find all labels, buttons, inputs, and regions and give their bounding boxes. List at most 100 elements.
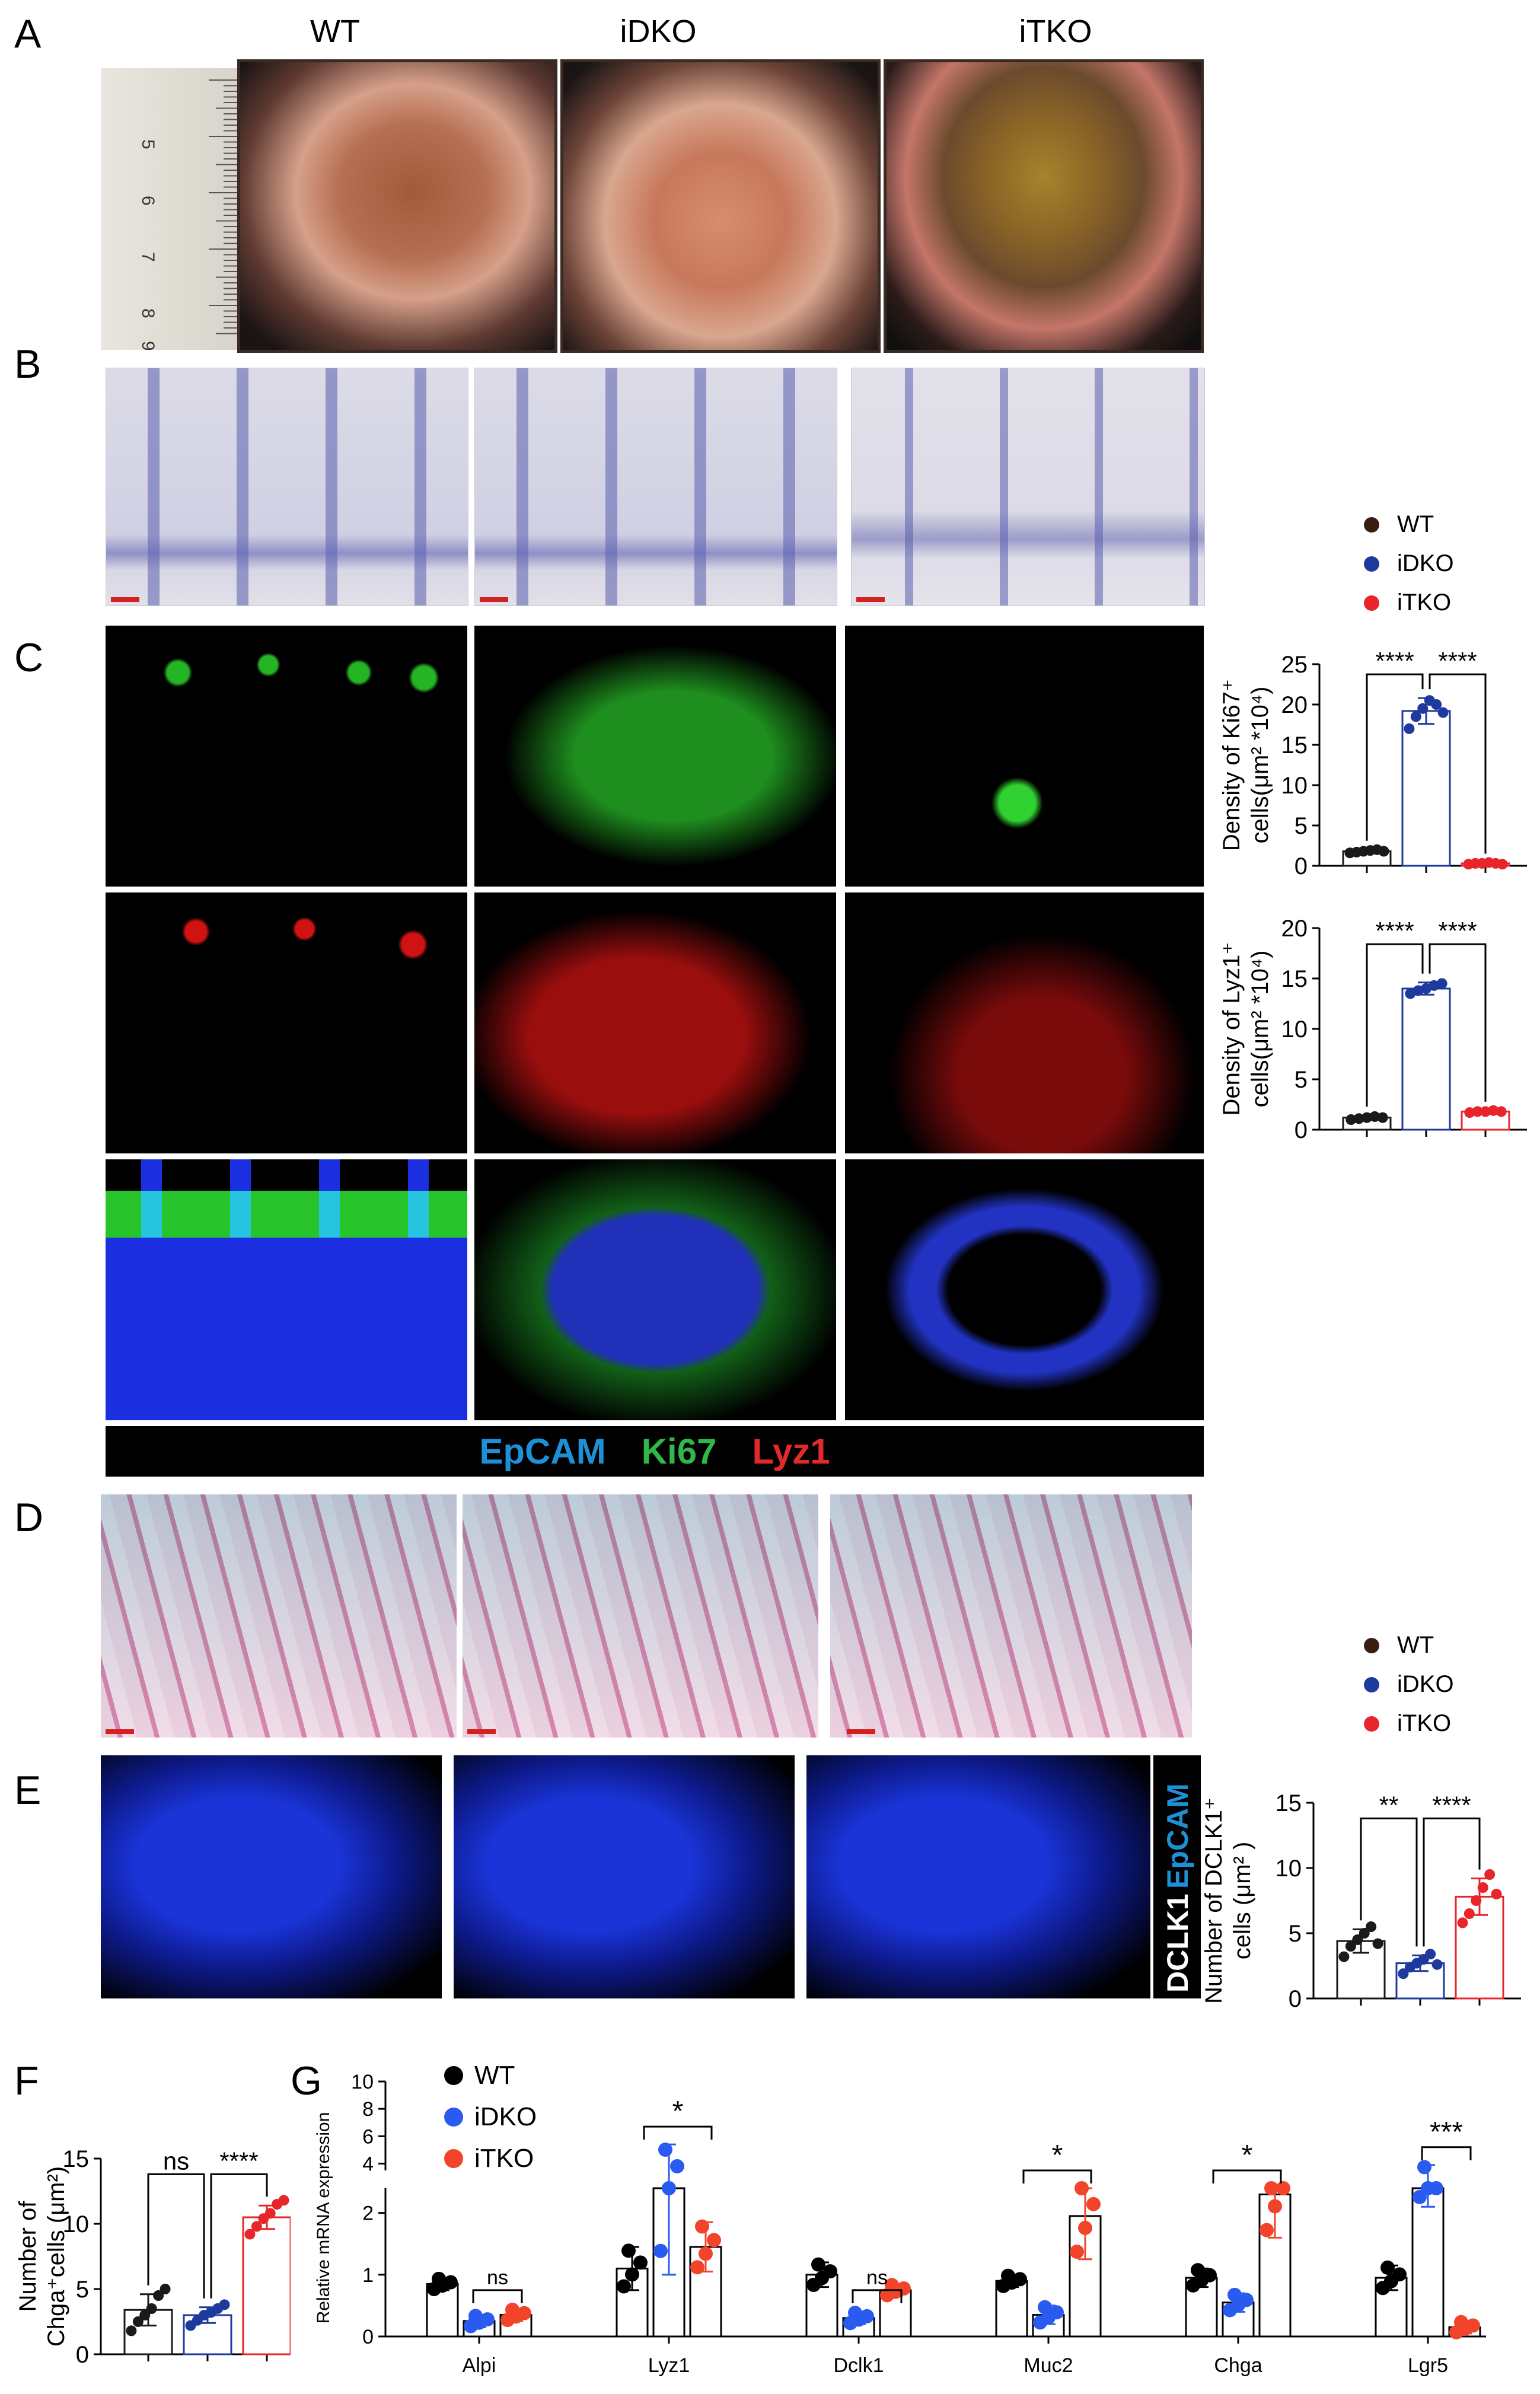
ruler-mark-7: 7 xyxy=(138,252,158,262)
epcam-label: EpCAM xyxy=(1161,1783,1194,1889)
legend-label: iTKO xyxy=(1397,1710,1452,1736)
data-point xyxy=(1239,2293,1254,2307)
significance-label: **** xyxy=(1432,1791,1471,1819)
data-point xyxy=(823,2264,837,2279)
data-point xyxy=(1276,2181,1290,2195)
category-label: Lyz1 xyxy=(648,2354,690,2377)
data-point xyxy=(517,2306,531,2320)
data-point xyxy=(1417,2160,1431,2175)
data-point xyxy=(1070,2245,1084,2259)
y-tick-label: 0 xyxy=(1289,1986,1302,2012)
data-point xyxy=(219,2299,230,2310)
ab-pas-image-wt xyxy=(101,1494,457,1738)
scale-bar xyxy=(111,597,139,602)
legend-item: iDKO xyxy=(1364,550,1454,577)
ruler-mark-5: 5 xyxy=(138,139,158,149)
ab-pas-image-idko xyxy=(463,1494,818,1738)
data-point xyxy=(1038,2300,1052,2315)
data-point xyxy=(278,2195,289,2206)
data-point xyxy=(653,2243,668,2258)
y-tick-label: 10 xyxy=(351,2071,374,2093)
y-axis-label: cells (μm² ) xyxy=(1229,1842,1255,1960)
dclk1-image-idko xyxy=(454,1755,795,1998)
y-tick-label: 10 xyxy=(1281,1016,1308,1043)
data-point xyxy=(1050,2305,1064,2320)
significance-bracket xyxy=(1022,2169,1092,2183)
data-point xyxy=(1353,1113,1364,1124)
ki67-image-itko xyxy=(845,626,1204,887)
data-point xyxy=(658,2143,672,2157)
data-point xyxy=(1345,1114,1357,1125)
data-point xyxy=(251,2221,262,2232)
data-point xyxy=(1425,1949,1436,1960)
data-point xyxy=(1417,703,1429,714)
data-point xyxy=(139,2310,151,2320)
dclk1-label: DCLK1 xyxy=(1161,1893,1194,1993)
data-point xyxy=(848,2306,862,2320)
data-point xyxy=(1338,1951,1350,1962)
data-point xyxy=(695,2219,709,2234)
category-label: Chga xyxy=(1214,2354,1262,2377)
gross-photo-wt xyxy=(237,59,557,353)
legend-dot xyxy=(444,2066,463,2085)
data-point xyxy=(670,2159,684,2173)
group-label-itko: iTKO xyxy=(1019,14,1092,49)
data-point xyxy=(1429,2181,1443,2195)
panel-letter-d: D xyxy=(14,1495,44,1540)
scale-bar xyxy=(847,1729,875,1734)
dclk1-image-wt xyxy=(101,1755,442,1998)
category-label: Lgr5 xyxy=(1408,2354,1448,2377)
bar-idko xyxy=(1411,2187,1445,2338)
significance-label: **** xyxy=(1438,647,1477,675)
data-point xyxy=(662,2181,676,2195)
data-point xyxy=(432,2271,446,2286)
data-point xyxy=(1078,2220,1092,2235)
data-point xyxy=(1464,1908,1475,1919)
y-tick-label: 25 xyxy=(1281,652,1308,678)
data-point xyxy=(1471,1895,1482,1906)
y-axis-label: Density of Lyz1⁺ xyxy=(1222,942,1245,1115)
panel-letter-c: C xyxy=(14,635,44,680)
data-point xyxy=(1268,2199,1282,2214)
category-label: Dclk1 xyxy=(833,2354,884,2377)
y-axis-label: cells(μm² *10⁴) xyxy=(1247,951,1273,1108)
significance-bracket xyxy=(1429,673,1487,854)
legend-label: iTKO xyxy=(474,2144,534,2173)
data-point xyxy=(699,2246,713,2261)
merge-image-idko xyxy=(474,1159,836,1420)
significance-label: ns xyxy=(487,2267,508,2289)
merge-image-itko xyxy=(845,1159,1204,1420)
data-point xyxy=(1466,2318,1480,2333)
data-point xyxy=(1378,846,1389,857)
merge-image-wt xyxy=(106,1159,467,1420)
data-point xyxy=(1362,1112,1372,1123)
significance-bracket xyxy=(1429,943,1487,1102)
ki67-image-wt xyxy=(106,626,467,887)
lyz1-image-itko xyxy=(845,892,1204,1153)
legend-item: iDKO xyxy=(1364,1671,1454,1698)
data-point xyxy=(1359,1928,1370,1939)
data-point xyxy=(1484,1869,1496,1880)
he-image-idko xyxy=(474,368,837,606)
significance-bracket xyxy=(1421,2146,1472,2160)
y-tick-label: 10 xyxy=(63,2211,90,2237)
stain-label-epcam: EpCAM xyxy=(479,1432,606,1471)
legend-item: iTKO xyxy=(1364,589,1451,616)
significance-label: * xyxy=(672,2096,684,2127)
legend-item: WT xyxy=(1364,1632,1434,1659)
gross-photo-idko xyxy=(560,59,881,353)
y-axis-label: Density of Ki67⁺ xyxy=(1222,679,1245,851)
data-point xyxy=(1380,2260,1395,2275)
data-point xyxy=(1013,2272,1027,2287)
data-point xyxy=(480,2312,495,2327)
y-tick-label: 0 xyxy=(1295,853,1308,878)
significance-bracket xyxy=(1366,943,1424,1107)
data-point xyxy=(1392,2267,1407,2282)
significance-label: **** xyxy=(1438,917,1477,945)
category-label: Muc2 xyxy=(1024,2354,1073,2377)
y-axis-label: Number of xyxy=(15,2201,41,2312)
data-point xyxy=(1377,1112,1388,1123)
significance-label: *** xyxy=(1430,2116,1463,2148)
significance-label: * xyxy=(1242,2140,1253,2171)
